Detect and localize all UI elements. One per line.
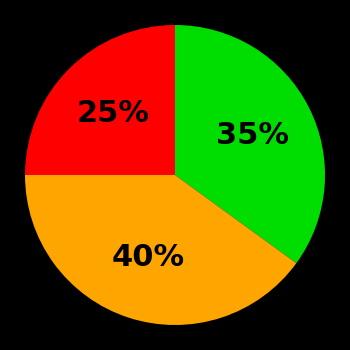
Wedge shape bbox=[25, 175, 296, 325]
Text: 25%: 25% bbox=[77, 99, 150, 128]
Wedge shape bbox=[175, 25, 325, 263]
Text: 40%: 40% bbox=[112, 243, 185, 272]
Wedge shape bbox=[25, 25, 175, 175]
Text: 35%: 35% bbox=[216, 121, 289, 150]
